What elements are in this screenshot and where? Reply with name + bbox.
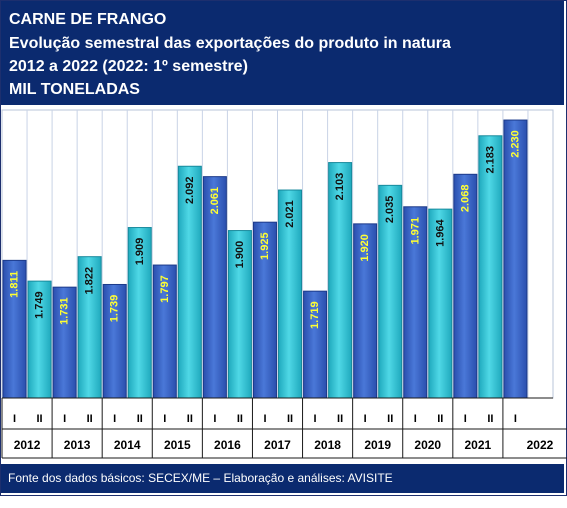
bar-2016-ii: 1.900 [227,230,252,399]
value-label: 1.739 [109,295,121,323]
value-label: 2.092 [184,176,196,204]
bar-2012-i: 1.811 [2,259,27,399]
semester-label: II [237,413,243,425]
value-label: 1.925 [259,232,271,260]
semester-label: II [287,413,293,425]
value-label: 1.900 [234,241,246,269]
semester-label: II [437,413,443,425]
value-label: 2.035 [384,196,396,224]
year-label: 2018 [314,438,341,452]
bar-2018-i: 1.719 [303,290,328,399]
chart-unit: MIL TONELADAS [9,81,140,98]
value-label: 1.971 [409,217,421,245]
year-label: 2012 [14,438,41,452]
semester-label: II [487,413,493,425]
year-label: 2015 [164,438,191,452]
semester-label: I [113,413,116,425]
bar [503,119,528,399]
bar-2022-i: 2.230 [503,119,528,399]
bar-2014-ii: 1.909 [127,227,152,399]
value-label: 1.797 [159,275,171,303]
year-label: 2019 [364,438,391,452]
value-label: 2.021 [284,200,296,228]
bar-2020-ii: 1.964 [428,208,453,399]
year-label: 2014 [114,438,141,452]
source-note: Fonte dos dados básicos: SECEX/ME – Elab… [8,471,393,485]
bar-2021-i: 2.068 [453,173,478,399]
chart-period: 2012 a 2022 (2022: 1º semestre) [9,58,248,75]
bar-2018-ii: 2.103 [328,162,353,399]
semester-label: I [163,413,166,425]
value-label: 2.183 [484,146,496,174]
bar-2020-i: 1.971 [403,206,428,399]
chart-header: CARNE DE FRANGO Evolução semestral das e… [1,1,564,105]
bar-2021-ii: 2.183 [478,135,503,399]
value-label: 1.749 [34,291,46,319]
semester-label: II [187,413,193,425]
bars-group: 1.811 1.749 1.731 1.822 1.739 1.909 1.797 2.092… [2,119,528,399]
value-label: 2.068 [459,185,471,213]
semester-label: I [13,413,16,425]
semester-label: I [314,413,317,425]
value-label: 1.719 [309,301,321,329]
value-label: 1.822 [84,267,96,295]
year-label: 2021 [465,438,492,452]
semester-label: I [213,413,216,425]
year-label: 2022 [527,438,554,452]
value-label: 2.061 [209,187,221,215]
semester-label: I [63,413,66,425]
bar-chart: 1.811 1.749 1.731 1.822 1.739 1.909 1.797 2.092… [1,109,567,459]
bar-2017-ii: 2.021 [278,189,303,399]
semester-label: II [137,413,143,425]
semester-label: I [514,413,517,425]
bar-2015-i: 1.797 [152,264,177,399]
semester-label: I [364,413,367,425]
semester-label: II [387,413,393,425]
bar-2013-ii: 1.822 [77,256,102,399]
value-label: 2.230 [509,130,521,158]
bar-2012-ii: 1.749 [27,280,52,399]
bar-2017-i: 1.925 [252,221,277,399]
value-label: 1.811 [9,271,21,298]
semester-label: II [87,413,93,425]
value-label: 1.964 [434,218,446,246]
bar [478,135,503,399]
chart-subtitle: Evolução semestral das exportações do pr… [9,35,451,52]
chart-footer: Fonte dos dados básicos: SECEX/ME – Elab… [1,464,564,493]
bar-2019-ii: 2.035 [378,184,403,399]
semester-label: II [37,413,43,425]
value-label: 1.909 [134,238,146,266]
year-label: 2020 [414,438,441,452]
year-label: 2016 [214,438,241,452]
bar-2014-i: 1.739 [102,283,127,399]
semester-label: I [414,413,417,425]
semester-label: I [464,413,467,425]
bar-2013-i: 1.731 [52,286,77,399]
year-label: 2017 [264,438,291,452]
value-label: 1.920 [359,234,371,262]
bar-2016-i: 2.061 [202,176,227,399]
bar-2019-i: 1.920 [353,223,378,399]
bar-2015-ii: 2.092 [177,165,202,399]
semester-label: II [337,413,343,425]
semester-label: I [263,413,266,425]
year-label: 2013 [64,438,91,452]
value-label: 1.731 [59,297,71,325]
value-label: 2.103 [334,173,346,201]
chart-title: CARNE DE FRANGO [9,11,167,28]
